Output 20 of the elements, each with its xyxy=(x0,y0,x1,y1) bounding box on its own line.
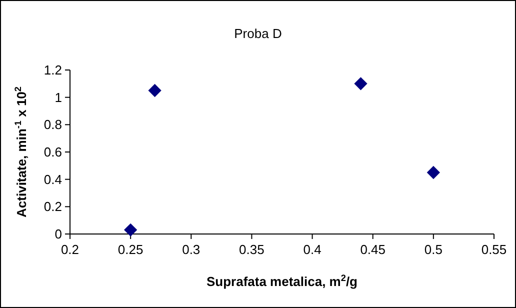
y-tick-label: 0.6 xyxy=(44,144,62,160)
y-tick-label: 1 xyxy=(54,90,62,105)
point xyxy=(148,84,162,98)
point xyxy=(124,223,138,236)
x-tick-label: 0.55 xyxy=(481,242,507,257)
y-tick-label: 1.2 xyxy=(44,62,62,78)
chart-title: Proba D xyxy=(234,26,282,41)
point xyxy=(426,166,440,180)
x-axis-title: Suprafata metalica, m$^{2}$/g xyxy=(206,273,358,289)
y-tick-label: 0.2 xyxy=(44,199,62,214)
y-tick-label: 0.4 xyxy=(44,172,62,187)
x-tick-label: 0.45 xyxy=(360,242,386,257)
x-tick-label: 0.25 xyxy=(118,242,144,257)
x-tick-label: 0.35 xyxy=(239,242,264,257)
x-tick-label: 0.5 xyxy=(424,242,442,257)
y-tick-label: 0.8 xyxy=(44,117,62,132)
y-tick-label: 0 xyxy=(54,226,62,242)
x-tick-label: 0.3 xyxy=(182,242,200,257)
x-tick-label: 0.4 xyxy=(303,242,322,257)
point xyxy=(354,77,368,90)
